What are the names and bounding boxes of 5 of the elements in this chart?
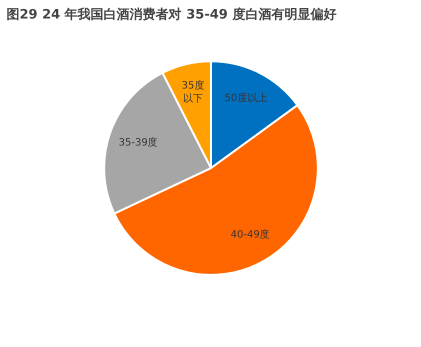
slice-label: 40-49度	[230, 228, 270, 241]
slice-label: 35度以下	[182, 79, 204, 104]
slice-label: 35-39度	[118, 136, 158, 148]
chart-title: 图29 24 年我国白酒消费者对 35-49 度白酒有明显偏好	[6, 6, 336, 22]
slice-label: 50度以上	[224, 92, 268, 104]
